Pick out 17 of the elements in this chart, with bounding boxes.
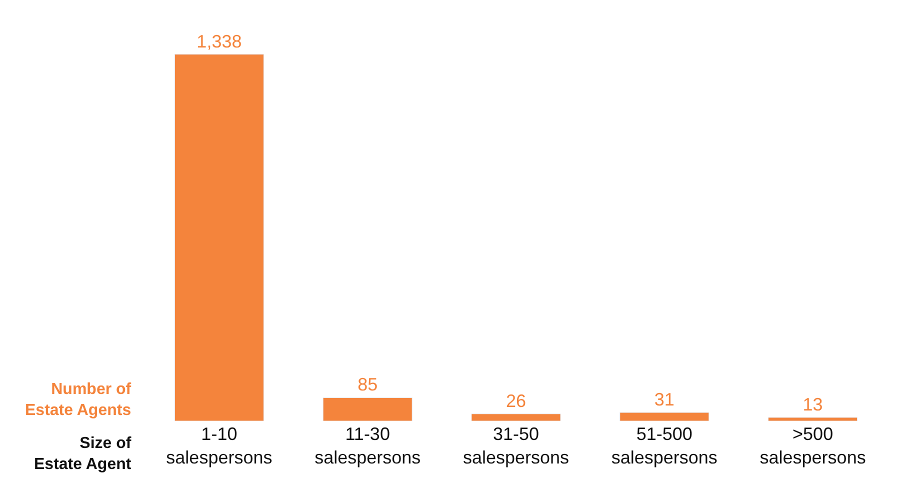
x-tick-label: 31-50 salespersons bbox=[462, 424, 570, 468]
data-label: 31 bbox=[654, 390, 674, 410]
y-axis-title: Number of Estate Agents bbox=[25, 381, 132, 419]
x-axis-title: Size of Estate Agent bbox=[34, 435, 132, 473]
x-tick-label: 1-10 salespersons bbox=[166, 424, 272, 468]
x-tick-label: >500 salespersons bbox=[760, 424, 866, 468]
bar bbox=[620, 412, 710, 421]
data-label: 1,338 bbox=[196, 31, 242, 52]
data-label: 13 bbox=[802, 394, 823, 414]
x-tick-label: 51-500 salespersons bbox=[611, 424, 718, 468]
bar bbox=[768, 417, 858, 421]
bar bbox=[174, 54, 264, 421]
bar bbox=[471, 414, 561, 421]
bar bbox=[322, 397, 412, 421]
data-label: 85 bbox=[358, 374, 378, 395]
x-tick-label: 11-30 salespersons bbox=[314, 424, 421, 468]
data-label: 26 bbox=[506, 390, 526, 411]
